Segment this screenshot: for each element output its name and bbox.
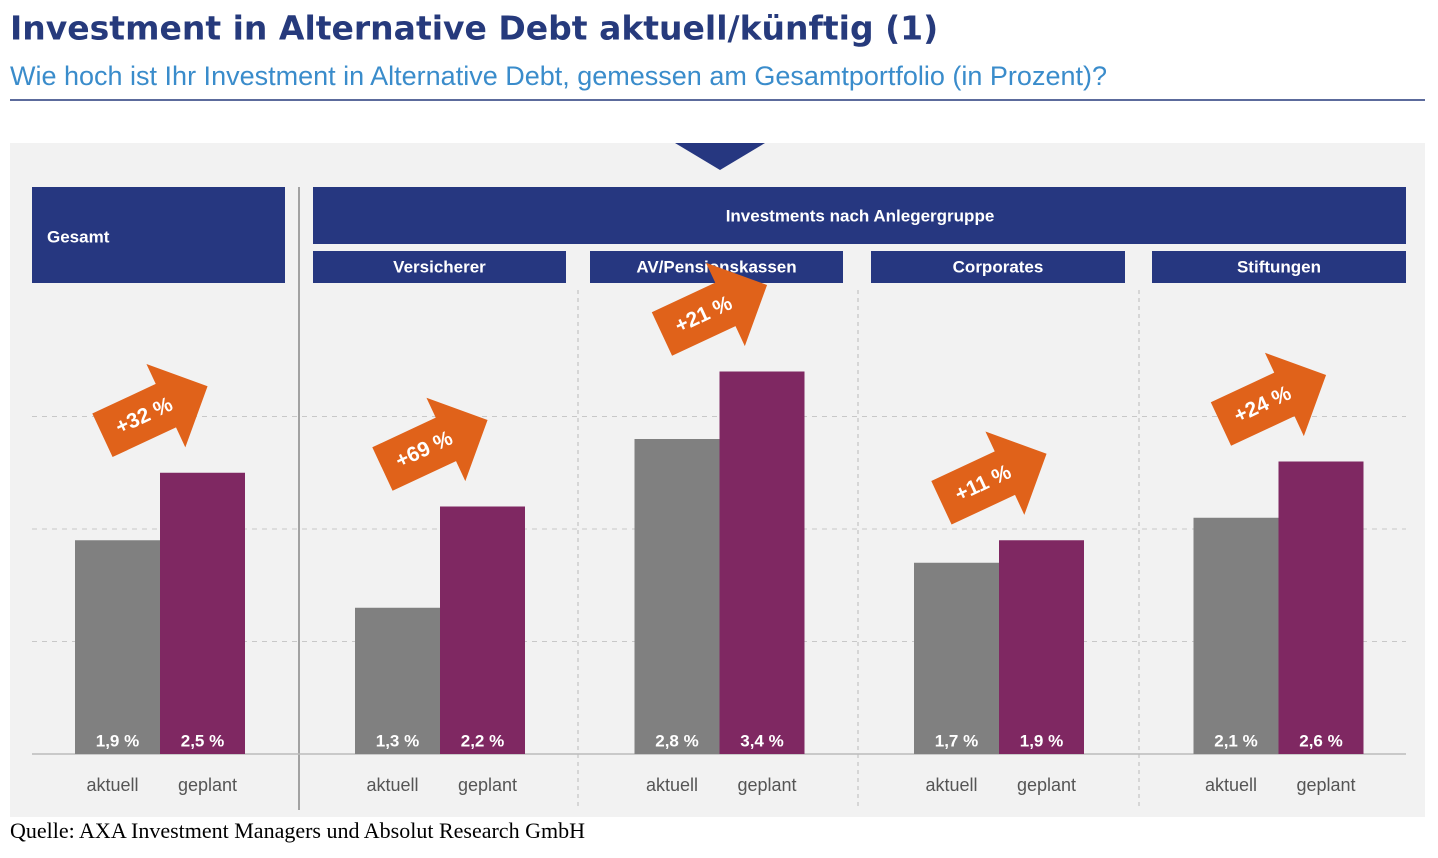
change-arrow: +69 % <box>372 397 488 491</box>
x-tick-label: aktuell <box>925 775 977 795</box>
category-box <box>313 251 566 283</box>
x-tick-label: aktuell <box>366 775 418 795</box>
change-arrow: +24 % <box>1210 352 1327 446</box>
x-tick-label: geplant <box>178 775 237 795</box>
source: Quelle: AXA Investment Managers und Abso… <box>10 818 585 843</box>
value-label: 2,5 % <box>181 731 224 750</box>
value-label: 2,1 % <box>1214 731 1257 750</box>
change-arrow: +32 % <box>92 363 208 458</box>
x-tick-label: aktuell <box>1205 775 1257 795</box>
chart-subtitle: Wie hoch ist Ihr Investment in Alternati… <box>10 61 1107 91</box>
value-label: 1,7 % <box>935 731 978 750</box>
value-label: 2,6 % <box>1299 731 1342 750</box>
change-arrow: +21 % <box>651 262 768 356</box>
group-header-box <box>313 187 1406 244</box>
arrow-shape <box>372 397 488 491</box>
x-tick-label: geplant <box>1296 775 1355 795</box>
category-box <box>871 251 1125 283</box>
bar <box>719 371 805 754</box>
value-label: 1,9 % <box>96 731 139 750</box>
bar <box>75 540 160 754</box>
x-tick-label: geplant <box>458 775 517 795</box>
arrow-shape <box>651 262 768 356</box>
value-label: 2,2 % <box>461 731 504 750</box>
pointer <box>675 143 765 170</box>
value-label: 1,9 % <box>1020 731 1063 750</box>
change-arrow: +11 % <box>931 431 1047 525</box>
x-tick-label: aktuell <box>646 775 698 795</box>
bar <box>914 562 999 754</box>
category-box <box>1152 251 1406 283</box>
x-tick-label: geplant <box>737 775 796 795</box>
arrow-shape <box>92 363 208 458</box>
bar <box>634 439 720 754</box>
chart-title: Investment in Alternative Debt aktuell/k… <box>10 9 938 48</box>
bar <box>355 607 440 754</box>
value-label: 2,8 % <box>655 731 698 750</box>
bar <box>160 472 245 754</box>
value-label: 1,3 % <box>376 731 419 750</box>
bar <box>999 540 1084 754</box>
bar <box>1193 517 1279 754</box>
bar <box>1278 461 1364 754</box>
category-label: Gesamt <box>47 227 110 246</box>
x-tick-label: geplant <box>1017 775 1076 795</box>
arrow-shape <box>1210 352 1327 446</box>
category-label: Versicherer <box>393 257 486 276</box>
category-label: Stiftungen <box>1237 257 1321 276</box>
arrow-shape <box>931 431 1047 525</box>
x-tick-label: aktuell <box>86 775 138 795</box>
value-label: 3,4 % <box>740 731 783 750</box>
gesamt-box <box>32 187 285 283</box>
bar <box>440 506 525 754</box>
category-label: Corporates <box>953 257 1044 276</box>
group-header: Investments nach Anlegergruppe <box>726 206 995 225</box>
